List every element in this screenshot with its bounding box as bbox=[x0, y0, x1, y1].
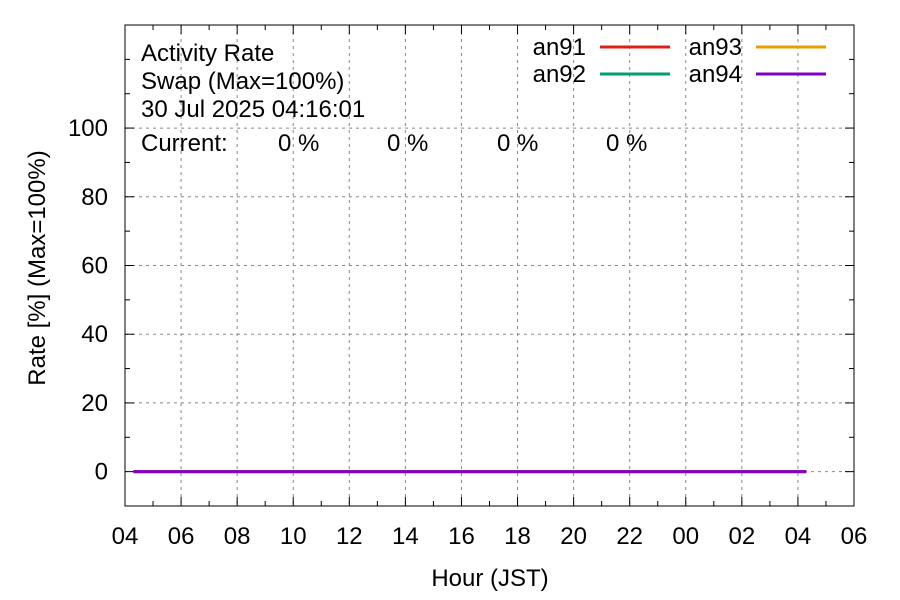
y-tick-label: 40 bbox=[81, 321, 108, 348]
x-tick-label: 10 bbox=[280, 523, 307, 550]
y-tick-label: 0 bbox=[95, 459, 108, 486]
current-value-an92: 0 % bbox=[387, 130, 428, 157]
x-tick-label: 16 bbox=[448, 523, 475, 550]
current-value-an94: 0 % bbox=[606, 130, 647, 157]
y-tick-label: 20 bbox=[81, 390, 108, 417]
legend-label-an94: an94 bbox=[689, 61, 742, 88]
x-tick-label: 02 bbox=[728, 523, 755, 550]
legend: an91 an92 an93 an94 bbox=[533, 34, 826, 88]
current-value-an91: 0 % bbox=[278, 130, 319, 157]
chart-subtitle: Swap (Max=100%) bbox=[141, 68, 344, 95]
x-tick-label: 08 bbox=[224, 523, 251, 550]
y-tick-label: 60 bbox=[81, 253, 108, 280]
y-tick-label: 80 bbox=[81, 184, 108, 211]
x-tick-label: 14 bbox=[392, 523, 419, 550]
axis-ticks bbox=[124, 25, 855, 506]
x-tick-label: 20 bbox=[560, 523, 587, 550]
info-block: Activity Rate Swap (Max=100%) 30 Jul 202… bbox=[141, 40, 647, 157]
y-tick-label: 100 bbox=[68, 115, 108, 142]
current-value-an93: 0 % bbox=[497, 130, 538, 157]
x-tick-label: 12 bbox=[336, 523, 363, 550]
x-tick-label: 22 bbox=[616, 523, 643, 550]
legend-label-an91: an91 bbox=[533, 34, 586, 61]
x-tick-labels: 04 06 08 10 12 14 16 18 20 22 00 02 04 06 bbox=[112, 523, 868, 550]
chart-title: Activity Rate bbox=[141, 40, 274, 67]
x-tick-label: 06 bbox=[168, 523, 195, 550]
legend-label-an93: an93 bbox=[689, 34, 742, 61]
y-axis-title: Rate [%] (Max=100%) bbox=[24, 150, 51, 385]
x-tick-label: 06 bbox=[841, 523, 868, 550]
current-label: Current: bbox=[141, 130, 228, 157]
x-tick-label: 18 bbox=[504, 523, 531, 550]
x-tick-label: 04 bbox=[785, 523, 812, 550]
x-tick-label: 04 bbox=[112, 523, 139, 550]
chart-timestamp: 30 Jul 2025 04:16:01 bbox=[141, 96, 365, 123]
x-axis-title: Hour (JST) bbox=[431, 565, 548, 592]
legend-label-an92: an92 bbox=[533, 61, 586, 88]
y-tick-labels: 0 20 40 60 80 100 bbox=[68, 115, 108, 486]
x-tick-label: 00 bbox=[672, 523, 699, 550]
